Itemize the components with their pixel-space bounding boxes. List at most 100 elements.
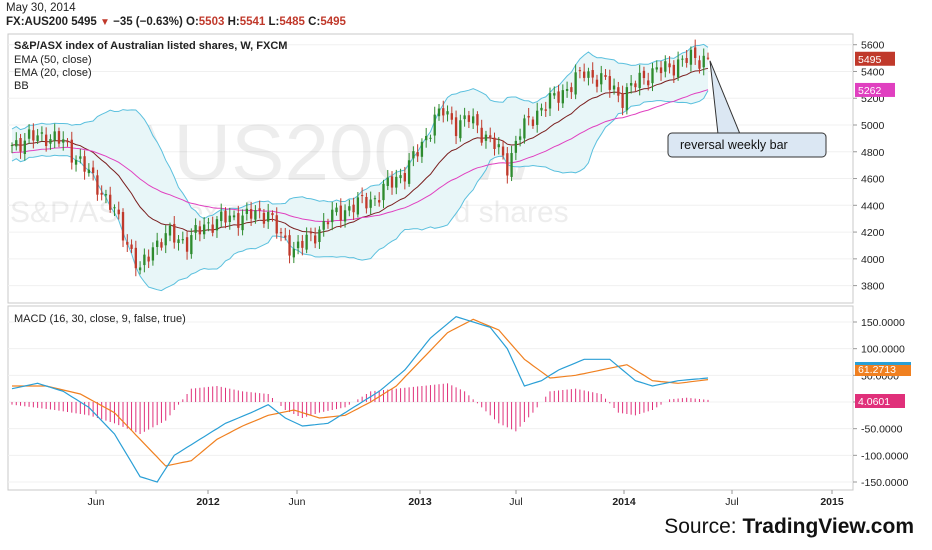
candle-body bbox=[232, 215, 236, 218]
price-tick-label: 4400 bbox=[861, 200, 885, 212]
candle-body bbox=[348, 206, 351, 211]
candle-body bbox=[126, 241, 129, 245]
bollinger-upper bbox=[11, 43, 709, 220]
price-change: −35 (−0.63%) bbox=[113, 16, 183, 28]
candle-body bbox=[647, 80, 650, 86]
candle-body bbox=[476, 114, 479, 126]
candle-body bbox=[275, 215, 278, 234]
candle-body bbox=[164, 233, 167, 246]
macd-value-badge-bg bbox=[855, 362, 911, 376]
candle-body bbox=[685, 58, 688, 63]
candle-body bbox=[284, 235, 287, 238]
candle-body bbox=[612, 85, 616, 90]
candle-body bbox=[561, 90, 564, 104]
candle-body bbox=[70, 139, 73, 163]
candle-body bbox=[698, 60, 701, 69]
candle-body bbox=[168, 225, 172, 236]
low-value: 5485 bbox=[279, 16, 305, 28]
candle-body bbox=[271, 213, 274, 216]
price-tick-label: 4200 bbox=[861, 227, 885, 239]
ema50-badge: 5262 bbox=[858, 85, 882, 97]
candle-body bbox=[471, 116, 475, 124]
candle-body bbox=[493, 137, 496, 149]
candle-body bbox=[113, 207, 116, 209]
candle-body bbox=[510, 153, 513, 177]
candle-body bbox=[331, 209, 334, 223]
candle-body bbox=[604, 75, 607, 77]
candle-body bbox=[574, 72, 577, 95]
last-price-badge: 5495 bbox=[858, 54, 882, 66]
open-label: O: bbox=[186, 16, 199, 28]
open-value: 5503 bbox=[198, 16, 225, 28]
indicator-label: EMA (50, close) bbox=[14, 54, 92, 66]
callout-box bbox=[667, 132, 827, 158]
candle-body bbox=[412, 151, 415, 159]
candle-body bbox=[634, 83, 637, 88]
candle-body bbox=[185, 237, 189, 252]
symbol-label[interactable]: FX:AUS200 bbox=[6, 16, 68, 28]
candle-body bbox=[565, 89, 569, 91]
candle-body bbox=[489, 135, 492, 138]
candle-body bbox=[553, 93, 556, 96]
candle-body bbox=[254, 210, 257, 220]
price-tick-label: 5000 bbox=[861, 120, 885, 132]
candle-body bbox=[540, 107, 543, 111]
candle-body bbox=[104, 194, 108, 196]
x-tick-label: 2013 bbox=[408, 496, 432, 508]
candle-body bbox=[15, 140, 18, 147]
candle-body bbox=[173, 223, 176, 243]
candle-body bbox=[194, 225, 197, 233]
candle-body bbox=[138, 267, 142, 271]
candle-body bbox=[10, 145, 14, 147]
candle-body bbox=[202, 224, 206, 235]
candle-body bbox=[638, 72, 641, 89]
candle-body bbox=[245, 208, 249, 214]
candle-body bbox=[386, 177, 389, 186]
candle-body bbox=[390, 176, 394, 188]
candle-body bbox=[53, 131, 56, 141]
candle-body bbox=[296, 241, 300, 249]
source-brand[interactable]: TradingView.com bbox=[742, 515, 914, 538]
candle-body bbox=[352, 204, 355, 213]
price-tick-label: 5600 bbox=[861, 40, 885, 52]
candle-body bbox=[241, 215, 244, 231]
candle-body bbox=[429, 137, 432, 139]
candle-body bbox=[459, 120, 462, 139]
candle-body bbox=[702, 55, 705, 68]
candle-body bbox=[301, 240, 304, 248]
candle-body bbox=[288, 235, 291, 256]
candle-body bbox=[258, 208, 261, 211]
candle-body bbox=[433, 114, 436, 136]
candle-body bbox=[322, 221, 325, 230]
candle-body bbox=[100, 192, 103, 195]
high-value: 5541 bbox=[239, 16, 266, 28]
bollinger-lower bbox=[11, 90, 709, 292]
x-tick-label: 2012 bbox=[196, 496, 220, 508]
source-credit: Source: TradingView.com bbox=[664, 515, 914, 539]
callout-text: reversal weekly bar bbox=[680, 138, 788, 152]
close-value: 5495 bbox=[320, 16, 346, 28]
quote-line: FX:AUS200 5495 ▼ −35 (−0.63%) O:5503 H:5… bbox=[6, 16, 346, 28]
macd-value-badge-stripe bbox=[855, 362, 911, 365]
candle-body bbox=[544, 109, 547, 111]
candle-body bbox=[480, 127, 483, 143]
candle-body bbox=[40, 132, 44, 134]
candle-body bbox=[228, 215, 231, 222]
candle-body bbox=[365, 196, 368, 209]
candle-body bbox=[621, 93, 624, 108]
candle-body bbox=[220, 211, 223, 222]
candle-body bbox=[578, 70, 582, 72]
candle-body bbox=[134, 247, 137, 269]
candle-body bbox=[450, 113, 453, 120]
candle-body bbox=[160, 242, 163, 248]
x-tick-label: Jul bbox=[509, 496, 522, 508]
candle-body bbox=[420, 141, 424, 157]
candle-body bbox=[463, 115, 466, 120]
candle-body bbox=[608, 76, 611, 90]
candle-body bbox=[87, 169, 91, 174]
candle-body bbox=[625, 87, 629, 111]
candle-body bbox=[382, 183, 385, 201]
candle-body bbox=[207, 222, 210, 224]
candle-body bbox=[181, 239, 184, 241]
